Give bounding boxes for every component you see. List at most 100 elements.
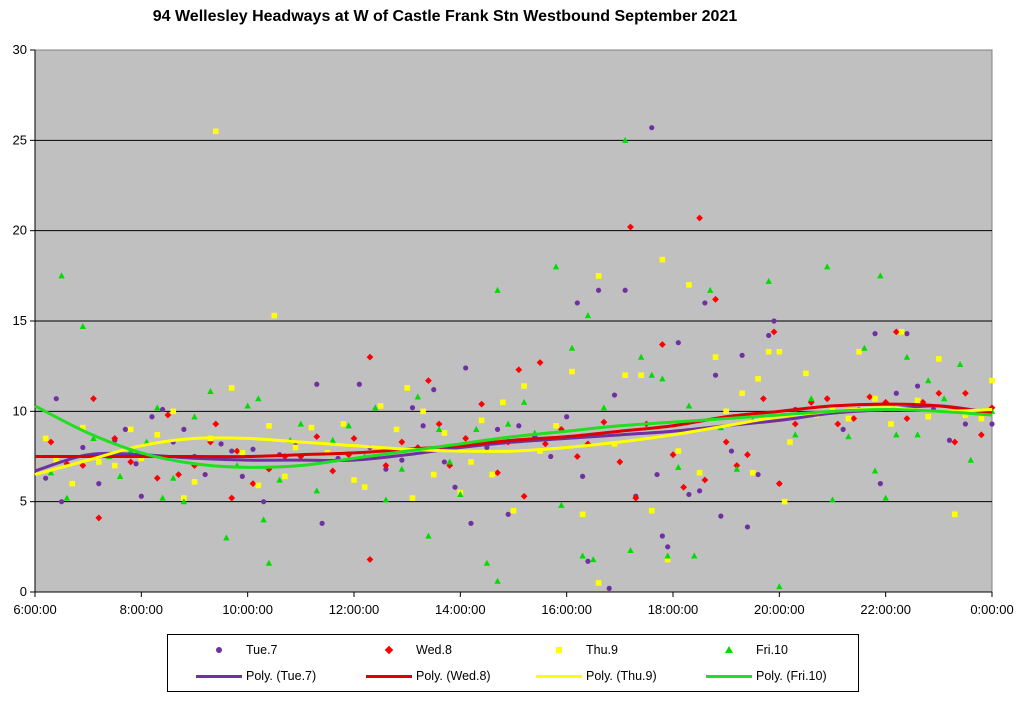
legend-label-thu9: Thu.9 [586, 643, 618, 657]
point-wed8 [962, 389, 969, 397]
point-wed8 [627, 223, 634, 231]
y-tick-label: 0 [20, 584, 27, 599]
point-tue7 [122, 426, 128, 432]
point-tue7 [420, 423, 426, 429]
point-fri10 [893, 431, 900, 438]
point-wed8 [515, 366, 523, 374]
point-tue7 [840, 426, 846, 432]
point-thu9 [712, 354, 719, 360]
legend-label-poly-thu9: Poly. (Thu.9) [586, 669, 657, 683]
point-thu9 [872, 395, 878, 402]
point-tue7 [739, 352, 745, 358]
point-thu9 [553, 422, 559, 429]
legend-entry-poly-tue7: Poly. (Tue.7) [196, 669, 316, 683]
point-thu9 [228, 385, 235, 391]
point-fri10 [79, 323, 87, 330]
point-fri10 [494, 286, 501, 293]
point-thu9 [404, 385, 410, 391]
chart-title: 94 Wellesley Headways at W of Castle Fra… [152, 8, 738, 25]
point-wed8 [866, 393, 874, 401]
point-tue7 [53, 396, 59, 402]
point-wed8 [79, 462, 87, 469]
point-tue7 [43, 475, 49, 481]
point-tue7 [665, 544, 671, 550]
point-thu9 [749, 469, 756, 476]
point-fri10 [520, 398, 528, 405]
point-tue7 [989, 421, 995, 427]
point-wed8 [425, 377, 432, 385]
point-thu9 [925, 413, 931, 420]
legend-entry-wed8: Wed.8 [366, 643, 452, 657]
point-wed8 [127, 458, 135, 466]
point-fri10 [425, 532, 432, 539]
point-thu9 [755, 376, 761, 382]
x-tick-label: 14:00:00 [435, 602, 486, 617]
point-fri10 [637, 353, 645, 360]
point-tue7 [160, 406, 166, 413]
point-tue7 [946, 437, 953, 443]
point-wed8 [478, 400, 485, 408]
point-tue7 [574, 300, 580, 306]
point-tue7 [58, 499, 65, 505]
point-wed8 [632, 494, 640, 502]
point-thu9 [510, 507, 517, 514]
point-wed8 [775, 480, 783, 487]
point-fri10 [584, 312, 592, 319]
point-thu9 [478, 417, 485, 424]
point-tue7 [622, 287, 628, 293]
point-tue7 [229, 448, 235, 454]
point-fri10 [159, 494, 166, 501]
point-tue7 [441, 459, 447, 465]
point-thu9 [914, 397, 921, 404]
point-tue7 [409, 405, 416, 411]
point-fri10 [116, 472, 124, 479]
point-wed8 [903, 415, 911, 422]
point-thu9 [489, 471, 496, 478]
point-fri10 [552, 263, 560, 270]
point-wed8 [382, 462, 390, 469]
point-wed8 [462, 435, 470, 442]
point-wed8 [600, 418, 608, 426]
point-tue7 [904, 331, 910, 337]
point-wed8 [573, 453, 581, 460]
point-tue7 [649, 125, 655, 131]
point-thu9 [829, 404, 836, 411]
point-thu9 [127, 426, 134, 433]
point-thu9 [420, 408, 426, 415]
point-fri10 [265, 559, 273, 566]
point-tue7 [319, 520, 325, 526]
legend-label-poly-wed8: Poly. (Wed.8) [416, 669, 491, 683]
point-thu9 [595, 580, 602, 586]
point-fri10 [58, 272, 65, 279]
point-fri10 [914, 431, 921, 438]
point-thu9 [537, 448, 543, 454]
point-wed8 [350, 435, 358, 442]
point-fri10 [483, 559, 491, 566]
point-fri10 [845, 433, 852, 440]
point-fri10 [494, 577, 501, 584]
legend-marker-fri10 [706, 644, 752, 656]
point-fri10 [765, 277, 772, 284]
legend-line-poly-thu9 [536, 670, 582, 682]
point-wed8 [616, 458, 624, 466]
x-tick-label: 8:00:00 [120, 602, 163, 617]
point-thu9 [500, 399, 506, 406]
trendlines [34, 402, 993, 477]
point-fri10 [956, 360, 964, 367]
point-fri10 [590, 556, 597, 563]
point-thu9 [69, 480, 76, 487]
point-tue7 [96, 481, 102, 487]
point-wed8 [435, 420, 443, 428]
point-tue7 [452, 484, 458, 490]
point-fri10 [733, 465, 740, 472]
point-wed8 [759, 395, 767, 403]
point-wed8 [233, 447, 241, 455]
point-wed8 [542, 440, 549, 448]
point-wed8 [680, 483, 688, 491]
point-fri10 [691, 552, 698, 559]
y-tick-label: 10 [13, 403, 27, 418]
point-fri10 [170, 474, 177, 481]
point-tue7 [659, 533, 665, 539]
y-tick-label: 20 [13, 223, 27, 238]
legend-label-poly-fri10: Poly. (Fri.10) [756, 669, 827, 683]
